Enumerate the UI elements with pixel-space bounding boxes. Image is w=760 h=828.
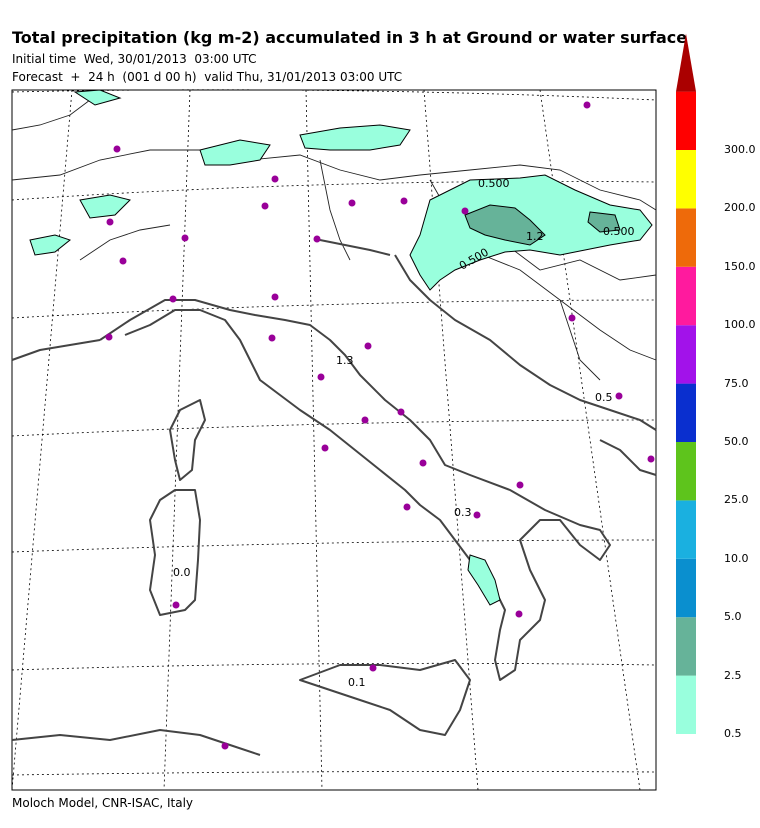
contour-label: 0.0 <box>173 566 191 579</box>
chart-title: Total precipitation (kg m-2) accumulated… <box>12 28 688 47</box>
color-swatch <box>676 442 696 501</box>
color-swatch <box>676 208 696 267</box>
initial-time: Initial time Wed, 30/01/2013 03:00 UTC <box>12 52 257 66</box>
color-scale-label: 5.0 <box>724 610 742 624</box>
color-swatch <box>676 325 696 384</box>
color-swatch <box>676 383 696 442</box>
color-scale-label: 300.0 <box>724 143 756 156</box>
forecast-time: Forecast + 24 h (001 d 00 h) valid Thu, … <box>12 70 403 84</box>
graticule <box>11 89 657 791</box>
contour-label: 0.500 <box>603 225 635 238</box>
color-scale-label: 150.0 <box>724 259 756 273</box>
color-swatch-overflow <box>676 33 696 92</box>
contour-label: 0.3 <box>454 506 472 519</box>
contour-label: 0.5 <box>595 391 613 404</box>
model-credit: Moloch Model, CNR-ISAC, Italy <box>12 796 194 810</box>
contour-label: 1.2 <box>526 230 544 243</box>
color-swatch <box>676 266 696 326</box>
color-swatch <box>676 558 696 618</box>
color-swatch <box>676 500 696 559</box>
contour-label: 1.3 <box>336 354 354 367</box>
color-swatch <box>676 617 696 676</box>
color-swatch <box>676 150 696 209</box>
color-scale-label: 0.5 <box>724 727 742 740</box>
city-markers <box>105 101 655 750</box>
color-scale-label: 25.0 <box>724 493 749 507</box>
contour-label: 0.1 <box>348 676 366 689</box>
color-scale-label: 2.5 <box>724 668 742 682</box>
color-scale-label: 75.0 <box>724 376 749 390</box>
precip-areas <box>29 89 653 606</box>
color-scale-label: 100.0 <box>724 318 756 332</box>
color-scale-label: 200.0 <box>724 201 756 215</box>
coastlines <box>11 239 657 756</box>
color-swatch <box>676 91 696 150</box>
color-scale <box>676 33 696 734</box>
color-swatch <box>676 675 696 734</box>
contour-label: 0.500 <box>478 177 510 190</box>
color-scale-label: 10.0 <box>724 551 749 565</box>
color-scale-label: 50.0 <box>724 435 749 448</box>
